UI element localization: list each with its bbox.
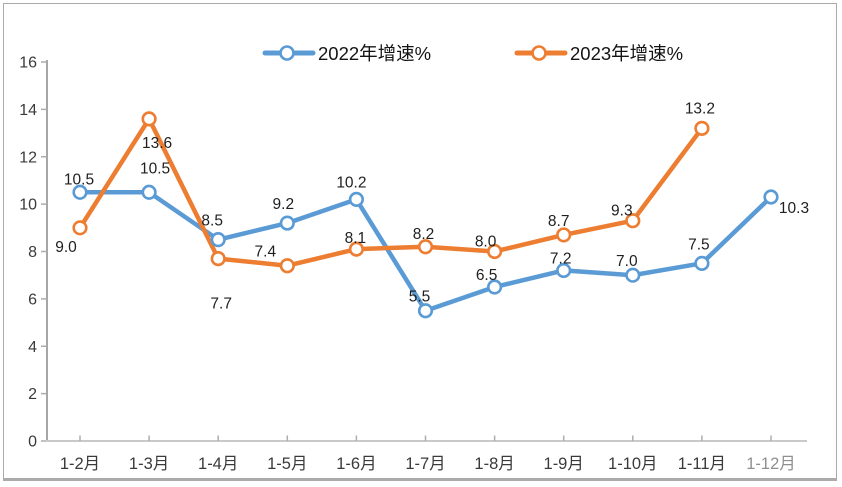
x-tick-label: 1-6月: [336, 455, 376, 473]
data-point-marker: [141, 111, 157, 127]
data-point-marker: [417, 239, 434, 255]
x-tick-label: 1-5月: [267, 455, 307, 473]
data-label: 7.4: [255, 244, 277, 261]
data-point-marker: [487, 243, 503, 260]
series-line-1: [77, 116, 705, 268]
data-point-marker: [72, 220, 88, 236]
data-point-marker: [210, 232, 226, 248]
legend-item-1: 2023年增速%: [514, 43, 683, 64]
data-point-marker: [348, 191, 365, 207]
y-tick-label: 10: [19, 197, 37, 214]
data-label: 9.2: [273, 196, 295, 213]
data-label: 5.5: [409, 289, 431, 306]
legend-label: 2022年增速%: [318, 43, 431, 64]
data-label: 13.6: [142, 135, 172, 152]
data-point-marker: [625, 213, 641, 229]
data-label: 7.7: [210, 296, 232, 313]
x-tick-label: 1-9月: [544, 455, 584, 473]
data-point-marker: [72, 184, 88, 200]
y-tick-label: 2: [28, 386, 37, 403]
data-point-marker: [556, 227, 572, 243]
data-label: 9.0: [55, 239, 77, 256]
legend-label: 2023年增速%: [570, 43, 683, 64]
data-label: 9.3: [611, 203, 633, 220]
data-label: 10.3: [779, 200, 809, 217]
data-point-marker: [210, 251, 226, 267]
data-point-marker: [625, 267, 641, 283]
y-tick-label: 6: [28, 291, 37, 308]
data-label: 7.2: [550, 250, 572, 267]
legend-marker-icon: [531, 45, 547, 61]
data-label: 8.2: [413, 226, 435, 243]
y-tick-label: 0: [28, 434, 37, 451]
x-tick-label: 1-7月: [405, 455, 445, 473]
data-point-marker: [694, 255, 710, 271]
y-tick-label: 4: [28, 339, 37, 356]
data-label: 7.0: [616, 253, 638, 270]
x-tick-label: 1-10月: [608, 455, 658, 473]
data-point-marker: [487, 279, 503, 295]
data-label: 8.1: [345, 230, 367, 247]
data-point-marker: [417, 303, 434, 319]
data-label: 10.5: [64, 171, 94, 188]
data-point-marker: [279, 258, 295, 274]
x-tick-label: 1-12月: [746, 455, 796, 473]
x-tick-label: 1-2月: [60, 455, 100, 473]
legend-marker-icon: [279, 45, 295, 61]
x-tick-label: 1-4月: [198, 455, 238, 473]
data-label: 7.5: [688, 236, 710, 253]
data-label: 6.5: [476, 267, 498, 284]
data-label: 13.2: [685, 100, 715, 117]
y-tick-label: 16: [19, 55, 37, 72]
data-label: 8.7: [548, 213, 570, 230]
data-point-marker: [694, 120, 710, 136]
y-tick-label: 8: [28, 244, 37, 261]
legend-item-0: 2022年增速%: [262, 43, 431, 64]
x-tick-label: 1-8月: [474, 455, 514, 473]
x-tick-label: 1-3月: [129, 455, 169, 473]
x-tick-label: 1-11月: [678, 455, 726, 473]
y-tick-label: 14: [19, 102, 37, 119]
y-tick-label: 12: [19, 149, 37, 166]
data-label: 8.0: [475, 234, 497, 251]
data-point-marker: [556, 262, 572, 279]
data-point-marker: [279, 215, 295, 231]
data-label: 8.5: [201, 213, 223, 230]
data-point-marker: [348, 241, 365, 257]
data-label: 10.2: [336, 174, 366, 191]
data-point-marker: [141, 184, 157, 200]
data-label: 10.5: [140, 160, 170, 177]
data-point-marker: [763, 189, 779, 205]
